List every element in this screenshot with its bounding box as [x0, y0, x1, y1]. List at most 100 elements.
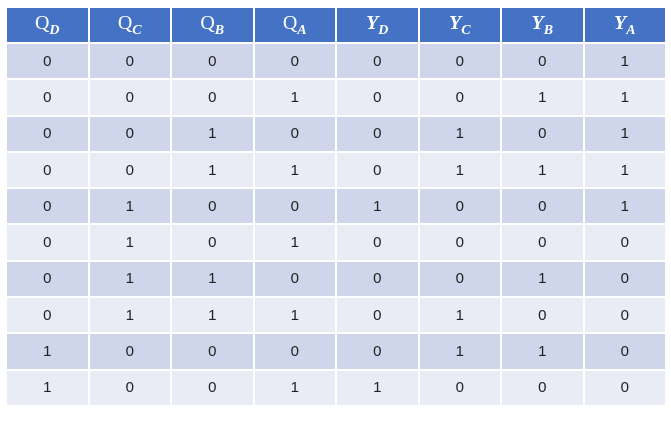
- table-cell: 0: [582, 368, 667, 407]
- table-cell: 1: [417, 332, 502, 371]
- table-cell: 0: [500, 187, 585, 226]
- table-cell: 1: [87, 187, 172, 226]
- header-subscript: C: [461, 22, 471, 38]
- table-cell: 1: [5, 368, 90, 407]
- table-cell: 1: [170, 259, 255, 299]
- table-cell: 0: [500, 114, 585, 153]
- table-cell: 0: [170, 332, 255, 371]
- table-cell: 1: [252, 223, 337, 262]
- table-cell: 1: [582, 187, 667, 226]
- table-cell: 0: [87, 332, 172, 371]
- table-cell: 0: [252, 259, 337, 299]
- header-main: Q: [117, 11, 133, 34]
- table-cell: 0: [417, 368, 502, 407]
- table-cell: 0: [5, 41, 90, 81]
- table-cell: 0: [252, 332, 337, 371]
- table-cell: 0: [500, 223, 585, 262]
- table-cell: 0: [335, 114, 420, 153]
- header-cell: YA: [582, 6, 667, 44]
- header-subscript: D: [49, 22, 60, 38]
- table-cell: 0: [335, 150, 420, 190]
- table-cell: 0: [5, 114, 90, 153]
- table-cell: 0: [582, 296, 667, 335]
- table-cell: 1: [252, 368, 337, 407]
- table-cell: 0: [87, 41, 172, 81]
- table-cell: 0: [417, 41, 502, 81]
- table-cell: 0: [500, 368, 585, 407]
- table-cell: 1: [582, 41, 667, 81]
- header-subscript: D: [378, 22, 389, 38]
- table-cell: 0: [335, 296, 420, 335]
- table-cell: 0: [5, 150, 90, 190]
- header-cell: QA: [252, 6, 337, 44]
- header-subscript: B: [543, 22, 554, 38]
- header-subscript: B: [214, 22, 225, 38]
- table-cell: 0: [170, 41, 255, 81]
- header-main: Q: [200, 11, 215, 34]
- table-cell: 1: [335, 368, 420, 407]
- table-cell: 0: [87, 78, 172, 117]
- table-cell: 0: [335, 41, 420, 81]
- table-cell: 1: [500, 78, 585, 117]
- table-cell: 1: [170, 150, 255, 190]
- table-cell: 0: [335, 332, 420, 371]
- table-cell: 0: [335, 223, 420, 262]
- header-main: Y: [613, 11, 627, 34]
- header-cell: YC: [417, 6, 502, 44]
- table-cell: 1: [417, 114, 502, 153]
- table-cell: 1: [500, 150, 585, 190]
- header-cell: QD: [5, 6, 90, 44]
- table-cell: 0: [5, 78, 90, 117]
- header-main: Y: [531, 11, 544, 34]
- table-cell: 0: [500, 41, 585, 81]
- header-main: Q: [34, 11, 50, 34]
- table-cell: 1: [5, 332, 90, 371]
- table-cell: 1: [170, 114, 255, 153]
- header-subscript: C: [132, 22, 142, 38]
- table-cell: 0: [5, 296, 90, 335]
- table-cell: 0: [252, 187, 337, 226]
- table-cell: 0: [170, 78, 255, 117]
- table-cell: 1: [170, 296, 255, 335]
- table-cell: 0: [87, 368, 172, 407]
- table-cell: 0: [417, 223, 502, 262]
- table-cell: 0: [5, 187, 90, 226]
- table-cell: 1: [252, 296, 337, 335]
- header-main: Y: [366, 11, 379, 34]
- table-cell: 1: [500, 259, 585, 299]
- table-cell: 1: [500, 332, 585, 371]
- table-cell: 1: [87, 259, 172, 299]
- table-cell: 0: [500, 296, 585, 335]
- table-cell: 0: [87, 150, 172, 190]
- header-subscript: A: [626, 22, 636, 38]
- table-cell: 0: [170, 223, 255, 262]
- table-cell: 1: [582, 114, 667, 153]
- table-cell: 0: [417, 78, 502, 117]
- header-cell: QC: [87, 6, 172, 44]
- table-cell: 1: [582, 150, 667, 190]
- header-main: Y: [448, 11, 462, 34]
- table-cell: 1: [87, 296, 172, 335]
- header-row: QD QC QB QA YD YC YB YA: [5, 6, 667, 44]
- header-cell: YB: [500, 6, 585, 44]
- table-cell: 0: [5, 223, 90, 262]
- table-cell: 1: [87, 223, 172, 262]
- header-cell: QB: [170, 6, 255, 44]
- header-cell: YD: [335, 6, 420, 44]
- table-cell: 0: [87, 114, 172, 153]
- table-cell: 0: [170, 187, 255, 226]
- table-cell: 0: [582, 332, 667, 371]
- table-cell: 0: [335, 259, 420, 299]
- table-cell: 1: [582, 78, 667, 117]
